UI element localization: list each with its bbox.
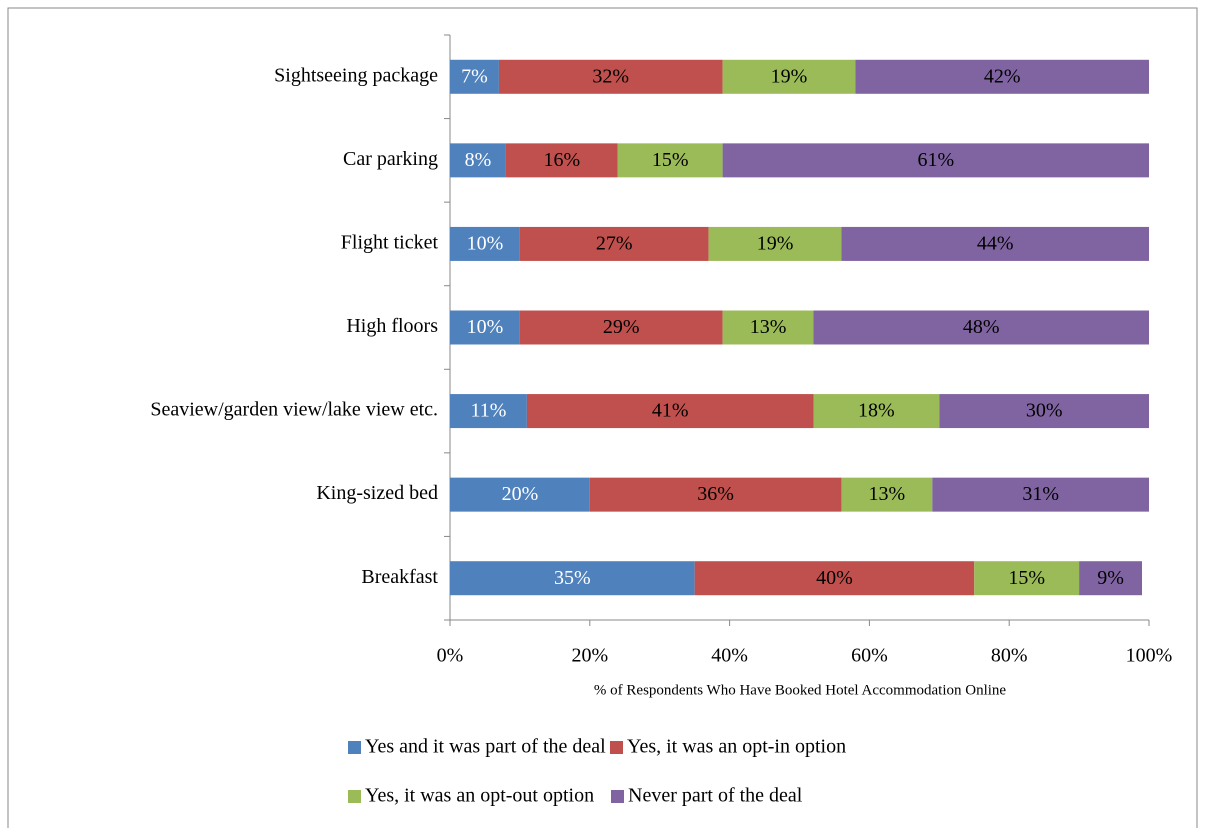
x-tick-label: 40% [711,645,748,667]
data-label: 48% [963,316,1000,338]
bar-segment [617,143,723,178]
bar-segment [708,226,842,261]
y-tick-label: Seaview/garden view/lake view etc. [150,399,438,421]
bar-segment [841,477,933,512]
data-label: 41% [652,400,689,422]
x-tick-label: 100% [1126,645,1173,667]
bar-segment [450,310,520,345]
bar-segment [450,477,590,512]
bar-segment [694,561,975,596]
x-tick-label: 80% [991,645,1028,667]
legend-label: Yes and it was part of the deal [365,736,606,758]
bar-segment [589,477,842,512]
data-label: 32% [592,65,629,87]
data-label: 61% [917,149,954,171]
y-tick-label: Breakfast [361,566,438,588]
y-tick-label: High floors [346,315,438,337]
data-label: 16% [544,149,581,171]
data-label: 31% [1022,483,1059,505]
bar-segment [519,226,709,261]
legend-swatch [348,790,361,803]
data-label: 42% [984,65,1021,87]
bar-segment [450,143,506,178]
x-tick-label: 20% [571,645,608,667]
y-tick-label: Flight ticket [341,232,439,254]
bar-segment [722,59,856,94]
bar-segment [450,59,499,94]
data-label: 40% [816,567,853,589]
bar-segment [450,226,520,261]
x-tick-label: 60% [851,645,888,667]
bar-segment [813,394,940,429]
data-label: 20% [502,483,539,505]
data-label: 15% [1008,567,1045,589]
bar-segment [526,394,814,429]
data-label: 7% [461,65,488,87]
legend-label: Never part of the deal [628,785,803,807]
bar-segment [505,143,618,178]
data-label: 35% [554,567,591,589]
data-label: 9% [1097,567,1124,589]
chart-frame [7,7,1198,828]
y-tick-label: Sightseeing package [274,64,438,86]
bar-segment [498,59,723,94]
bar-segment [939,394,1149,429]
data-label: 27% [596,233,633,255]
data-label: 44% [977,233,1014,255]
y-tick-label: King-sized bed [316,482,438,504]
bar-segment [722,310,814,345]
data-label: 8% [465,149,492,171]
legend-swatch [348,741,361,754]
data-label: 18% [858,400,895,422]
x-axis-title: % of Respondents Who Have Booked Hotel A… [594,682,1006,698]
data-label: 15% [652,149,689,171]
bar-segment [855,59,1149,94]
bar-segment [813,310,1149,345]
bar-segment [519,310,723,345]
legend-swatch [611,790,624,803]
data-label: 29% [603,316,640,338]
data-label: 11% [470,400,506,422]
bar-segment [974,561,1080,596]
data-label: 10% [467,233,504,255]
bar-segment [722,143,1149,178]
y-tick-label: Car parking [343,148,438,170]
data-label: 13% [869,483,906,505]
legend-swatch [610,741,623,754]
data-label: 36% [697,483,734,505]
bar-segment [450,561,695,596]
data-label: 13% [750,316,787,338]
bar-segment [1079,561,1143,596]
bar-segment [841,226,1149,261]
data-label: 10% [467,316,504,338]
bar-segment [932,477,1149,512]
bar-segment [450,394,527,429]
legend-label: Yes, it was an opt-out option [365,785,594,807]
data-label: 19% [757,233,794,255]
x-tick-label: 0% [437,645,464,667]
data-label: 19% [771,65,808,87]
data-label: 30% [1026,400,1063,422]
legend-label: Yes, it was an opt-in option [627,736,846,758]
